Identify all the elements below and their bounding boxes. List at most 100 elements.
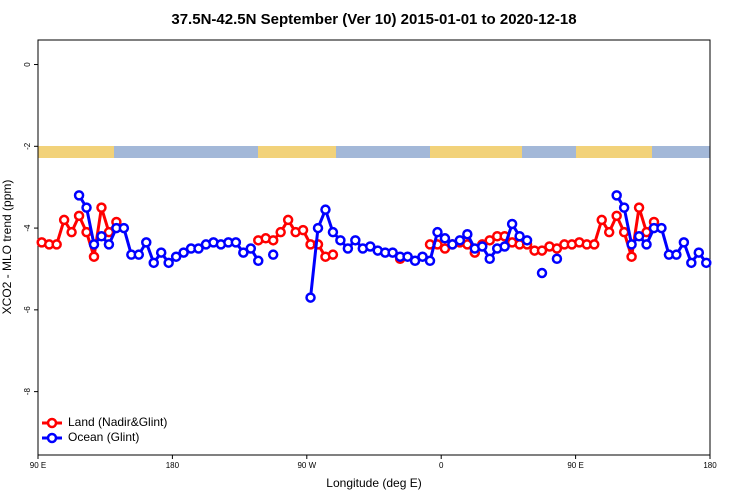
data-point bbox=[282, 214, 294, 226]
y-tick-label: -8 bbox=[23, 388, 32, 396]
data-point bbox=[417, 251, 428, 262]
data-point bbox=[611, 210, 622, 222]
data-point bbox=[536, 245, 548, 256]
data-point bbox=[193, 243, 204, 254]
data-point bbox=[432, 226, 443, 238]
data-point bbox=[81, 226, 92, 238]
data-point bbox=[88, 251, 100, 262]
data-point bbox=[611, 190, 622, 201]
series-line bbox=[77, 194, 708, 298]
data-point bbox=[499, 241, 510, 252]
x-tick-label: 180 bbox=[166, 461, 180, 470]
y-tick-label: -6 bbox=[23, 306, 32, 314]
y-tick-label: 0 bbox=[23, 62, 32, 67]
data-point bbox=[633, 231, 645, 242]
data-point bbox=[148, 257, 159, 269]
data-point bbox=[447, 239, 458, 250]
y-tick-label: -2 bbox=[23, 142, 32, 150]
data-point bbox=[58, 214, 70, 226]
data-point bbox=[96, 202, 107, 213]
data-point bbox=[66, 226, 77, 238]
data-point bbox=[484, 253, 495, 264]
data-point bbox=[365, 241, 376, 252]
data-point bbox=[596, 214, 607, 226]
data-point bbox=[387, 247, 398, 258]
data-point bbox=[327, 226, 339, 238]
chart-title: 37.5N-42.5N September (Ver 10) 2015-01-0… bbox=[171, 11, 576, 28]
data-point bbox=[178, 247, 189, 258]
data-point bbox=[170, 251, 182, 262]
x-tick-label: 180 bbox=[703, 461, 717, 470]
data-point bbox=[589, 239, 600, 250]
data-point bbox=[551, 243, 563, 254]
data-point bbox=[618, 226, 630, 238]
data-point bbox=[253, 255, 264, 267]
data-point bbox=[633, 202, 645, 213]
data-point bbox=[678, 237, 690, 248]
data-point bbox=[439, 233, 451, 244]
data-point bbox=[701, 257, 712, 269]
x-axis-label: Longitude (deg E) bbox=[326, 476, 421, 490]
data-point bbox=[312, 222, 324, 234]
data-point bbox=[335, 235, 346, 246]
data-point bbox=[424, 255, 436, 267]
data-point bbox=[514, 231, 525, 242]
data-point bbox=[73, 190, 85, 201]
legend-label: Ocean (Glint) bbox=[68, 430, 139, 444]
data-point bbox=[656, 222, 667, 234]
legend-marker bbox=[46, 432, 58, 444]
x-tick-label: 90 E bbox=[567, 461, 583, 470]
data-point bbox=[484, 235, 495, 246]
data-point bbox=[402, 251, 413, 262]
map-strip bbox=[38, 146, 710, 158]
data-point bbox=[103, 239, 115, 250]
x-tick-label: 90 E bbox=[30, 461, 46, 470]
data-point bbox=[521, 235, 533, 246]
data-point bbox=[350, 235, 361, 246]
data-point bbox=[51, 239, 62, 250]
data-point bbox=[73, 210, 85, 222]
data-point bbox=[551, 253, 563, 264]
data-point bbox=[267, 235, 279, 246]
data-point bbox=[342, 243, 354, 254]
data-point bbox=[133, 249, 145, 260]
x-tick-label: 0 bbox=[439, 461, 444, 470]
data-point bbox=[275, 226, 286, 238]
data-point bbox=[230, 237, 242, 248]
legend-marker bbox=[46, 417, 58, 429]
data-point bbox=[118, 222, 130, 234]
data-point bbox=[603, 226, 615, 238]
data-point bbox=[305, 292, 316, 303]
data-point bbox=[327, 249, 339, 260]
y-tick-label: -4 bbox=[23, 224, 32, 232]
data-point bbox=[536, 267, 548, 279]
data-point bbox=[88, 239, 100, 250]
x-tick-label: 90 W bbox=[297, 461, 316, 470]
y-axis-label: XCO2 - MLO trend (ppm) bbox=[0, 180, 14, 315]
data-point bbox=[297, 224, 309, 236]
data-point bbox=[155, 247, 167, 258]
legend-label: Land (Nadir&Glint) bbox=[68, 415, 167, 429]
data-point bbox=[686, 257, 697, 269]
data-point bbox=[96, 231, 107, 242]
data-point bbox=[320, 204, 331, 215]
data-point bbox=[141, 237, 152, 248]
data-point bbox=[671, 249, 682, 260]
data-point bbox=[626, 239, 637, 250]
data-point bbox=[81, 202, 92, 213]
data-point bbox=[238, 247, 249, 258]
data-point bbox=[462, 228, 473, 240]
data-point bbox=[245, 243, 257, 254]
data-point bbox=[626, 251, 637, 262]
data-point bbox=[454, 235, 466, 246]
data-point bbox=[693, 247, 705, 258]
data-point bbox=[163, 257, 174, 269]
data-point bbox=[439, 243, 451, 254]
data-point bbox=[409, 255, 421, 267]
data-point bbox=[267, 249, 279, 260]
data-point bbox=[477, 241, 488, 252]
data-point bbox=[618, 202, 630, 213]
plot-frame bbox=[37, 39, 711, 456]
data-point bbox=[506, 218, 518, 230]
